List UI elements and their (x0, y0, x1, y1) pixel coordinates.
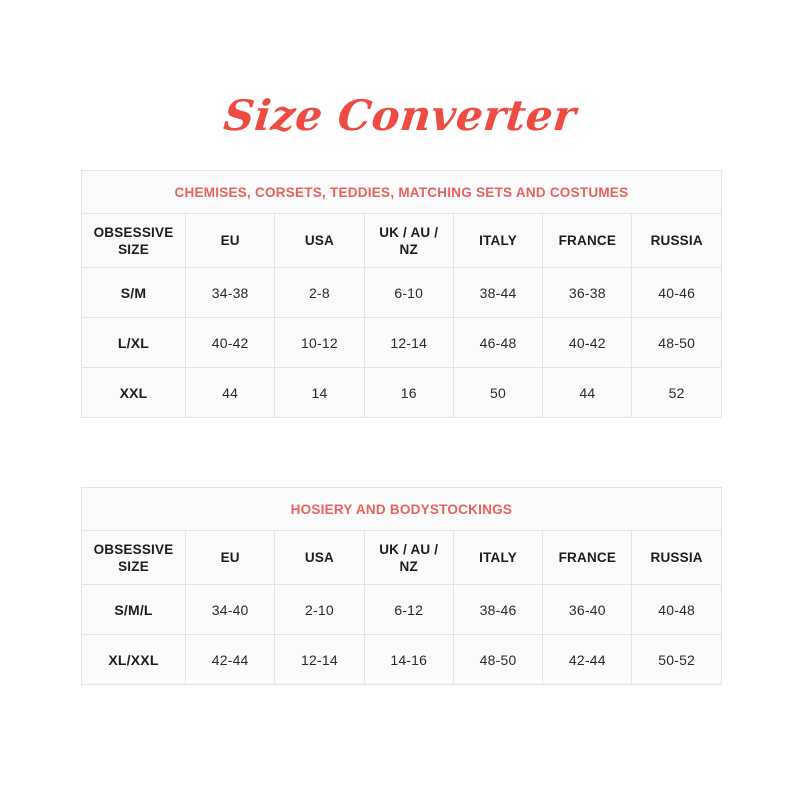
cell-russia: 52 (631, 367, 722, 418)
cell-usa: 2-10 (274, 584, 365, 635)
table-row: S/M 34-38 2-8 6-10 38-44 36-38 40-46 (81, 267, 722, 318)
size-table-hosiery: HOSIERY AND BODYSTOCKINGS OBSESSIVE SIZE… (81, 487, 722, 685)
table-row: XXL 44 14 16 50 44 52 (81, 367, 722, 418)
column-header-russia: RUSSIA (631, 213, 722, 268)
page-title-container: Size Converter (0, 91, 800, 140)
cell-eu: 34-40 (184, 584, 276, 635)
cell-uk-au-nz: 16 (363, 367, 454, 418)
cell-france: 40-42 (542, 317, 633, 368)
uk-au-nz-line-1: UK / AU / (379, 541, 439, 557)
cell-italy: 48-50 (452, 634, 544, 685)
table-caption-row: HOSIERY AND BODYSTOCKINGS (81, 487, 722, 531)
cell-france: 42-44 (542, 634, 633, 685)
size-table-chemises: CHEMISES, CORSETS, TEDDIES, MATCHING SET… (81, 170, 722, 418)
cell-usa: 12-14 (274, 634, 365, 685)
column-header-uk-au-nz: UK / AU / NZ (363, 530, 454, 585)
table-caption-hosiery: HOSIERY AND BODYSTOCKINGS (81, 487, 722, 531)
uk-au-nz-line-1: UK / AU / (379, 224, 439, 240)
column-header-obsessive-size: OBSESSIVE SIZE (81, 213, 186, 268)
cell-france: 44 (542, 367, 633, 418)
table-caption-chemises: CHEMISES, CORSETS, TEDDIES, MATCHING SET… (81, 170, 722, 214)
column-header-eu: EU (184, 530, 276, 585)
cell-russia: 48-50 (631, 317, 722, 368)
table-row: XL/XXL 42-44 12-14 14-16 48-50 42-44 50-… (81, 634, 722, 685)
column-header-france: FRANCE (542, 213, 633, 268)
cell-italy: 50 (452, 367, 544, 418)
cell-uk-au-nz: 6-10 (363, 267, 454, 318)
cell-russia: 50-52 (631, 634, 722, 685)
table-row: S/M/L 34-40 2-10 6-12 38-46 36-40 40-48 (81, 584, 722, 635)
row-size-label: L/XL (81, 317, 186, 368)
cell-eu: 40-42 (184, 317, 276, 368)
cell-eu: 44 (184, 367, 276, 418)
column-header-italy: ITALY (452, 213, 544, 268)
obsessive-size-line-2: SIZE (118, 241, 149, 257)
column-header-italy: ITALY (452, 530, 544, 585)
obsessive-size-line-2: SIZE (118, 558, 149, 574)
cell-uk-au-nz: 14-16 (363, 634, 454, 685)
uk-au-nz-line-2: NZ (399, 558, 418, 574)
cell-usa: 2-8 (274, 267, 365, 318)
row-size-label: XXL (81, 367, 186, 418)
uk-au-nz-line-2: NZ (399, 241, 418, 257)
cell-france: 36-40 (542, 584, 633, 635)
cell-russia: 40-46 (631, 267, 722, 318)
page-title: Size Converter (221, 91, 579, 140)
cell-russia: 40-48 (631, 584, 722, 635)
cell-uk-au-nz: 12-14 (363, 317, 454, 368)
table-row: L/XL 40-42 10-12 12-14 46-48 40-42 48-50 (81, 317, 722, 368)
cell-italy: 38-46 (452, 584, 544, 635)
column-header-usa: USA (274, 213, 365, 268)
column-header-france: FRANCE (542, 530, 633, 585)
column-header-russia: RUSSIA (631, 530, 722, 585)
obsessive-size-line-1: OBSESSIVE (93, 224, 174, 240)
cell-usa: 14 (274, 367, 365, 418)
cell-usa: 10-12 (274, 317, 365, 368)
cell-eu: 34-38 (184, 267, 276, 318)
cell-france: 36-38 (542, 267, 633, 318)
row-size-label: S/M/L (81, 584, 186, 635)
row-size-label: S/M (81, 267, 186, 318)
cell-uk-au-nz: 6-12 (363, 584, 454, 635)
column-header-obsessive-size: OBSESSIVE SIZE (81, 530, 186, 585)
cell-italy: 46-48 (452, 317, 544, 368)
table-header-row: OBSESSIVE SIZE EU USA UK / AU / NZ ITALY… (81, 530, 722, 585)
table-caption-row: CHEMISES, CORSETS, TEDDIES, MATCHING SET… (81, 170, 722, 214)
column-header-usa: USA (274, 530, 365, 585)
column-header-uk-au-nz: UK / AU / NZ (363, 213, 454, 268)
obsessive-size-line-1: OBSESSIVE (93, 541, 174, 557)
cell-eu: 42-44 (184, 634, 276, 685)
row-size-label: XL/XXL (81, 634, 186, 685)
column-header-eu: EU (184, 213, 276, 268)
table-header-row: OBSESSIVE SIZE EU USA UK / AU / NZ ITALY… (81, 213, 722, 268)
cell-italy: 38-44 (452, 267, 544, 318)
